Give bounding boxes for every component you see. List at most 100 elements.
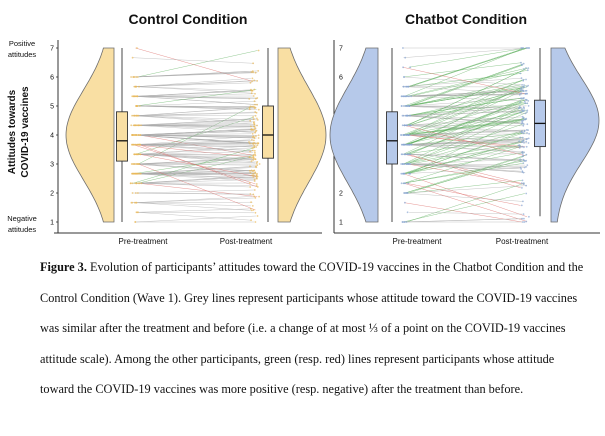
post-dot <box>249 150 252 153</box>
post-dot <box>251 77 254 80</box>
pre-dot <box>408 105 411 107</box>
participant-line <box>405 86 522 94</box>
participant-line <box>402 125 524 133</box>
post-dot <box>520 92 523 95</box>
post-dot <box>521 131 524 134</box>
post-dot <box>519 145 522 148</box>
participant-line <box>409 144 522 165</box>
y-tick-label: 7 <box>339 46 343 53</box>
participant-line <box>408 125 523 132</box>
participant-line <box>407 103 528 116</box>
post-dot <box>519 97 522 100</box>
participant-line <box>132 111 257 116</box>
participant-line <box>137 170 251 174</box>
post-dot <box>526 92 528 95</box>
pre-dot <box>139 143 142 146</box>
participant-line <box>408 89 521 136</box>
post-dot <box>519 72 522 75</box>
pre-dot <box>138 172 141 175</box>
participant-line <box>409 212 523 215</box>
post-dot <box>251 136 254 139</box>
post-dot <box>249 119 252 122</box>
pre-dot <box>135 134 138 136</box>
post-dot <box>251 147 254 149</box>
pre-dot <box>402 95 405 98</box>
post-dot <box>251 132 254 135</box>
post-dot <box>524 112 527 115</box>
post-dot <box>254 92 256 95</box>
participant-line <box>136 175 255 184</box>
pre-dot <box>409 66 412 69</box>
post-dot <box>252 143 255 145</box>
post-dot <box>522 154 525 157</box>
post-dot <box>520 168 523 170</box>
participant-line <box>405 130 523 165</box>
participant-line <box>408 96 528 102</box>
pre-dot <box>401 153 404 156</box>
participant-line <box>136 144 254 152</box>
participant-line <box>402 138 528 145</box>
caption-text: Evolution of participants’ attitudes tow… <box>40 260 584 396</box>
post-dot <box>522 123 525 125</box>
pre-dot <box>135 172 138 175</box>
post-dot <box>521 108 523 110</box>
post-dot <box>255 183 258 185</box>
post-dot <box>253 123 256 126</box>
post-dot <box>254 151 256 154</box>
pre-dot <box>138 182 141 185</box>
post-dot <box>522 162 525 165</box>
post-dot <box>256 119 259 121</box>
post-dot <box>254 154 257 157</box>
figure-caption: Figure 3. Evolution of participants’ att… <box>40 252 585 405</box>
y-tick-label: 7 <box>50 46 54 53</box>
participant-line <box>403 107 522 165</box>
participant-line <box>407 163 524 185</box>
post-dot <box>519 101 521 104</box>
participant-line <box>133 136 253 145</box>
pre-dot <box>410 124 412 127</box>
participant-line <box>134 129 252 136</box>
participant-line <box>403 146 521 184</box>
participant-line <box>132 57 254 64</box>
post-dot <box>526 123 529 126</box>
post-dot <box>256 117 258 120</box>
participant-line <box>402 145 521 174</box>
post-dot <box>248 106 251 109</box>
post-dot <box>523 97 525 99</box>
pre-dot <box>402 47 404 49</box>
participant-line <box>408 139 528 145</box>
participant-line <box>132 125 254 127</box>
control-panel: 1 2 3 4 5 6 7 Pre-treatment Post-treatment <box>50 40 327 246</box>
participant-line <box>138 133 252 136</box>
post-dot <box>254 197 257 199</box>
post-dot <box>252 169 255 172</box>
post-dot <box>249 105 252 108</box>
participant-line <box>409 134 527 144</box>
pre-dot <box>408 163 411 165</box>
participant-line <box>138 112 257 116</box>
post-dot <box>527 105 530 107</box>
post-dot <box>523 141 525 144</box>
y-axis-label-line1: Attitudes towards <box>7 89 18 174</box>
participant-line <box>136 144 254 153</box>
participant-line <box>138 106 256 116</box>
participant-line <box>407 47 526 87</box>
post-dot <box>523 217 525 220</box>
post-dot <box>521 97 523 100</box>
pre-dot <box>405 221 408 223</box>
x-category-label-pre: Pre-treatment <box>393 237 443 246</box>
post-dot <box>527 142 530 144</box>
participant-line <box>137 105 258 110</box>
post-dot <box>249 186 252 188</box>
post-dot <box>250 125 252 128</box>
post-dot <box>525 99 528 101</box>
participant-line <box>136 78 251 87</box>
post-dot <box>522 221 524 223</box>
participant-line <box>138 212 255 214</box>
post-dot <box>253 137 256 140</box>
post-dot <box>523 146 525 149</box>
pre-dot <box>136 124 139 127</box>
participant-line <box>134 161 258 165</box>
pre-dot <box>138 105 141 107</box>
